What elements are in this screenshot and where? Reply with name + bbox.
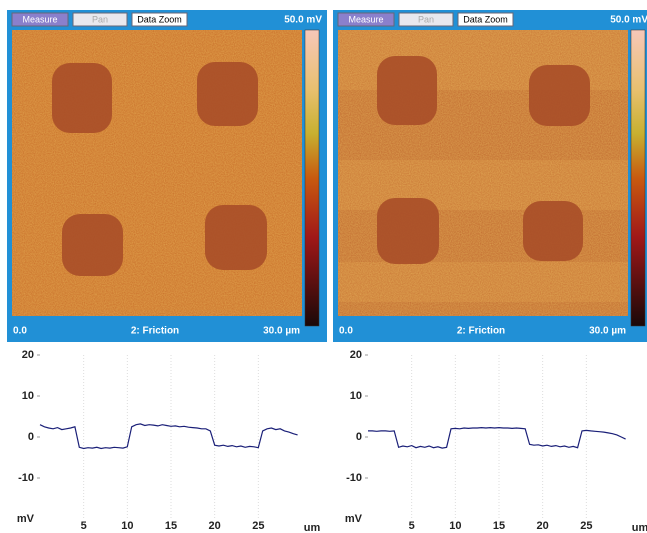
y-tick-label: 10 — [22, 390, 34, 402]
toolbar-button-label[interactable]: Pan — [92, 14, 108, 24]
pad — [62, 214, 123, 276]
x-axis-label: um — [632, 522, 647, 533]
footer-center: 2: Friction — [131, 326, 179, 337]
y-tick-label: 0 — [356, 431, 362, 443]
y-axis-label: mV — [17, 513, 35, 525]
y-axis-label: mV — [345, 513, 363, 525]
pad — [377, 198, 439, 264]
toolbar-button-label[interactable]: Measure — [348, 14, 383, 24]
x-axis-label: um — [304, 522, 321, 533]
x-tick-label: 15 — [493, 520, 505, 532]
pad — [197, 62, 258, 126]
toolbar-button-label[interactable]: Data Zoom — [463, 14, 508, 24]
profile-line — [368, 428, 626, 449]
scale-max: 50.0 mV — [610, 15, 647, 26]
charts: 5 10 15 20 25 -10 0 10 20 mV um 5 10 15 20 25 -10 0 10 20 mV… — [17, 349, 647, 533]
afm-panel: Measure Pan Data Zoom 50.0 mV 0.0 2: Friction… — [7, 10, 327, 342]
x-tick-label: 10 — [121, 520, 133, 532]
toolbar-button-label[interactable]: Measure — [22, 14, 57, 24]
footer-right: 30.0 µm — [263, 326, 300, 337]
y-tick-label: 0 — [28, 431, 34, 443]
y-tick-label: 10 — [350, 390, 362, 402]
profile-line — [40, 424, 298, 449]
y-tick-label: -10 — [18, 472, 34, 484]
x-tick-label: 15 — [165, 520, 177, 532]
x-tick-label: 25 — [580, 520, 592, 532]
x-tick-label: 20 — [537, 520, 549, 532]
pad — [523, 201, 583, 261]
screen: MeasurePanData Zoom50.0 mV0.02: Friction… — [0, 0, 647, 533]
color-bar — [305, 30, 319, 326]
y-tick-label: -10 — [346, 472, 362, 484]
scale-max: 50.0 mV — [284, 15, 322, 26]
y-tick-label: 20 — [350, 349, 362, 361]
pad — [529, 65, 590, 126]
footer-right: 30.0 µm — [589, 326, 626, 337]
y-tick-label: 20 — [22, 349, 34, 361]
profile-chart: 5 10 15 20 25 -10 0 10 20 mV um — [17, 349, 321, 533]
panels: Measure Pan Data Zoom 50.0 mV 0.0 2: Friction… — [7, 10, 647, 342]
color-bar — [631, 30, 645, 326]
footer-left: 0.0 — [339, 326, 353, 337]
x-tick-label: 5 — [81, 520, 87, 532]
pad — [205, 205, 267, 270]
footer-center: 2: Friction — [457, 326, 505, 337]
x-tick-label: 25 — [252, 520, 264, 532]
afm-panel: Measure Pan Data Zoom 50.0 mV 0.0 2: Friction… — [333, 10, 647, 342]
toolbar-button-label[interactable]: Data Zoom — [137, 14, 182, 24]
x-tick-label: 10 — [449, 520, 461, 532]
footer-left: 0.0 — [13, 326, 27, 337]
pad — [377, 56, 437, 125]
pad — [52, 63, 112, 133]
profile-chart: 5 10 15 20 25 -10 0 10 20 mV um — [345, 349, 647, 533]
x-tick-label: 20 — [209, 520, 221, 532]
toolbar-button-label[interactable]: Pan — [418, 14, 434, 24]
x-tick-label: 5 — [409, 520, 415, 532]
